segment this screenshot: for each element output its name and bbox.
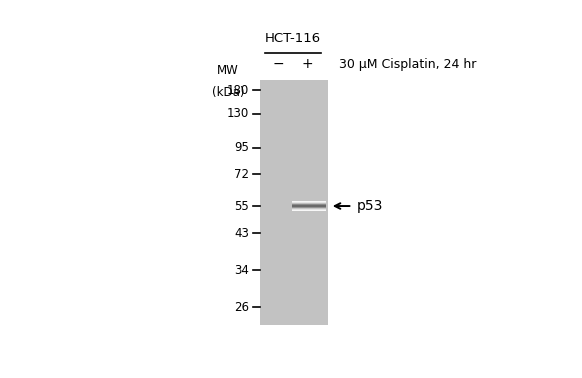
Text: +: + bbox=[301, 57, 313, 71]
Text: 180: 180 bbox=[227, 84, 249, 97]
Text: HCT-116: HCT-116 bbox=[265, 33, 321, 45]
Text: 55: 55 bbox=[235, 200, 249, 212]
Text: 26: 26 bbox=[234, 301, 249, 314]
Text: 130: 130 bbox=[227, 107, 249, 120]
Text: 72: 72 bbox=[234, 167, 249, 181]
Text: p53: p53 bbox=[357, 199, 384, 213]
Text: −: − bbox=[272, 57, 284, 71]
Text: 95: 95 bbox=[234, 141, 249, 154]
Text: 30 μM Cisplatin, 24 hr: 30 μM Cisplatin, 24 hr bbox=[339, 58, 476, 71]
Bar bbox=[260, 80, 328, 325]
Text: (kDa): (kDa) bbox=[212, 86, 244, 99]
Text: 43: 43 bbox=[234, 226, 249, 240]
Text: MW: MW bbox=[217, 64, 239, 77]
Text: 34: 34 bbox=[234, 263, 249, 277]
